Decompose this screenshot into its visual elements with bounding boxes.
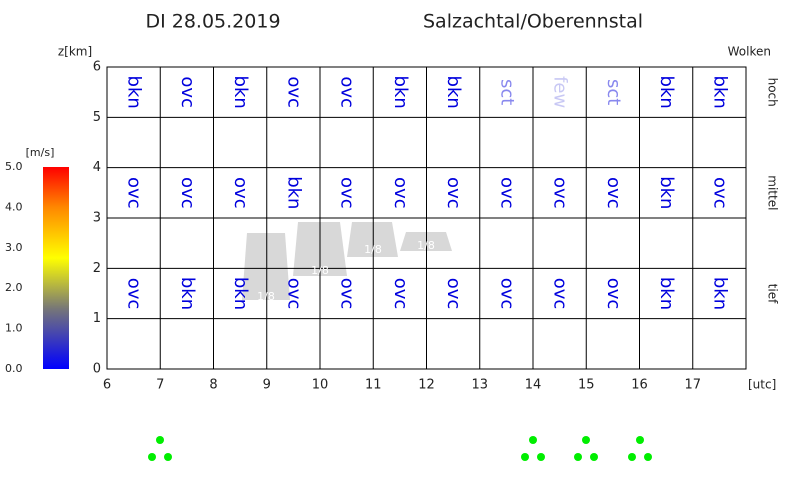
dot: [164, 453, 172, 461]
legend-unit: [m/s]: [26, 146, 55, 159]
cloud-code: bkn: [230, 277, 251, 310]
cloud-code: ovc: [443, 177, 464, 209]
date: DI 28.05.2019: [145, 11, 280, 33]
x-tick-label: 12: [418, 378, 435, 393]
cloud-code: bkn: [709, 76, 730, 109]
cloud-code: bkn: [177, 277, 198, 310]
right-label: Wolken: [728, 45, 771, 59]
y-tick-label: 6: [93, 60, 101, 75]
x-tick-label: 13: [471, 378, 488, 393]
cloud-code: ovc: [550, 177, 571, 209]
cloud-code: bkn: [230, 76, 251, 109]
cloud-code: ovc: [124, 278, 145, 310]
patch-label: 1/8: [257, 290, 275, 303]
cloud-code: ovc: [390, 177, 411, 209]
legend-tick-label: 0.0: [5, 362, 23, 375]
cloud-code: ovc: [603, 177, 624, 209]
cloud-code: ovc: [709, 177, 730, 209]
dot: [574, 453, 582, 461]
dot: [590, 453, 598, 461]
cloud-code: ovc: [550, 278, 571, 310]
cloud-code: ovc: [603, 278, 624, 310]
patch-label: 1/8: [311, 264, 329, 277]
level-label: mittel: [766, 175, 780, 210]
cloud-code: ovc: [443, 278, 464, 310]
cloud-code: ovc: [283, 278, 304, 310]
x-tick-label: 8: [209, 378, 217, 393]
cloud-code: bkn: [656, 176, 677, 209]
y-label: z[km]: [58, 45, 92, 59]
legend-tick-label: 4.0: [5, 200, 23, 213]
dot: [537, 453, 545, 461]
cloud-code: ovc: [337, 278, 358, 310]
cloud-code: bkn: [656, 76, 677, 109]
cloud-code: bkn: [283, 176, 304, 209]
y-tick-label: 0: [93, 362, 101, 377]
location: Salzachtal/Oberennstal: [423, 11, 643, 33]
cloud-patch: [242, 233, 290, 300]
cloud-code: ovc: [337, 76, 358, 108]
cloud-code: bkn: [443, 76, 464, 109]
cloud-code: bkn: [124, 76, 145, 109]
x-tick-label: 9: [263, 378, 271, 393]
cloud-code: ovc: [390, 278, 411, 310]
x-tick-label: 7: [156, 378, 164, 393]
cloud-code: ovc: [124, 177, 145, 209]
cloud-code: ovc: [283, 76, 304, 108]
level-label: tief: [766, 284, 780, 304]
y-tick-label: 5: [93, 110, 101, 125]
y-tick-label: 2: [93, 261, 101, 276]
x-unit: [utc]: [748, 378, 776, 392]
cloud-code: sct: [603, 79, 624, 105]
x-tick-label: 10: [312, 378, 329, 393]
y-tick-label: 3: [93, 211, 101, 226]
cloud-code: ovc: [496, 177, 517, 209]
precip-symbols: [148, 436, 652, 461]
cloud-code: ovc: [177, 177, 198, 209]
dot: [636, 436, 644, 444]
dot: [582, 436, 590, 444]
cloud-code: sct: [496, 79, 517, 105]
cloud-code: few: [550, 76, 571, 108]
cloud-code: ovc: [230, 177, 251, 209]
x-tick-label: 17: [684, 378, 701, 393]
dot: [529, 436, 537, 444]
colorbar: [43, 167, 69, 369]
cloud-code: bkn: [709, 277, 730, 310]
y-tick-label: 1: [93, 311, 101, 326]
dot: [156, 436, 164, 444]
cloud-code: bkn: [656, 277, 677, 310]
patch-label: 1/8: [417, 239, 435, 252]
cloud-code: ovc: [496, 278, 517, 310]
cloud-code: ovc: [337, 177, 358, 209]
dot: [521, 453, 529, 461]
x-tick-label: 6: [103, 378, 111, 393]
x-tick-label: 16: [631, 378, 648, 393]
x-tick-label: 11: [365, 378, 382, 393]
dot: [644, 453, 652, 461]
cloud-code: bkn: [390, 76, 411, 109]
legend-tick-label: 3.0: [5, 241, 23, 254]
cloud-patch: [347, 222, 398, 257]
legend-tick-label: 1.0: [5, 322, 23, 335]
x-tick-label: 15: [578, 378, 595, 393]
level-label: hoch: [766, 78, 780, 107]
y-tick-label: 4: [93, 160, 101, 175]
legend-tick-label: 5.0: [5, 160, 23, 173]
legend-tick-label: 2.0: [5, 281, 23, 294]
dot: [148, 453, 156, 461]
cloud-code: ovc: [177, 76, 198, 108]
patch-label: 1/8: [364, 243, 382, 256]
dot: [628, 453, 636, 461]
x-tick-label: 14: [525, 378, 542, 393]
